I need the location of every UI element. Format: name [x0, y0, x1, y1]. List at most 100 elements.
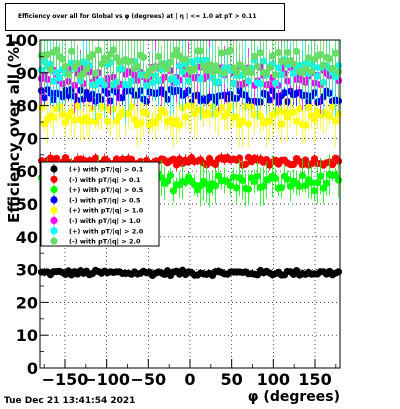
data-point	[331, 49, 340, 57]
legend-label: (-) with pT/|q| > 0.5	[69, 196, 141, 205]
data-point	[292, 117, 301, 125]
y-tick-label: 70	[16, 129, 38, 148]
data-point	[223, 109, 232, 117]
data-point	[172, 78, 181, 86]
data-point	[268, 52, 277, 60]
data-point	[274, 49, 283, 57]
data-point	[172, 46, 181, 54]
y-tick-label: 100	[5, 31, 38, 50]
data-point	[280, 58, 289, 66]
data-point	[202, 66, 211, 74]
data-point	[97, 60, 106, 68]
data-point	[49, 113, 58, 121]
data-point	[265, 64, 274, 72]
data-point	[214, 67, 223, 75]
data-point	[304, 54, 313, 62]
data-point	[295, 182, 304, 191]
data-point	[181, 55, 190, 64]
data-point	[202, 161, 211, 169]
data-point	[91, 154, 100, 162]
data-point	[310, 115, 319, 123]
data-point	[289, 160, 298, 169]
data-point	[289, 60, 298, 68]
data-point	[73, 102, 82, 110]
legend-label: (+) with pT/|q| > 0.5	[69, 186, 144, 195]
data-point	[232, 68, 241, 76]
data-point	[289, 108, 298, 116]
data-point	[94, 112, 103, 120]
series-group	[37, 266, 343, 280]
x-tick-label: 150	[298, 370, 331, 389]
data-point	[328, 161, 337, 169]
legend-label: (-) with pT/|q| > 2.0	[69, 238, 141, 247]
legend-label: (+) with pT/|q| > 0.1	[69, 166, 144, 175]
data-point	[247, 68, 256, 77]
data-point	[232, 184, 241, 192]
data-point	[301, 65, 310, 73]
y-tick-label: 40	[16, 228, 38, 247]
data-point	[154, 52, 163, 61]
data-point	[319, 61, 328, 69]
data-point	[334, 268, 343, 276]
data-point	[277, 120, 286, 128]
y-tick-label: 20	[16, 293, 38, 312]
data-point	[238, 176, 247, 185]
data-point	[244, 185, 253, 193]
data-point	[61, 62, 70, 70]
data-point	[109, 46, 118, 54]
data-point	[40, 94, 49, 102]
data-point	[262, 155, 271, 164]
data-point	[52, 154, 61, 162]
data-point	[91, 69, 100, 77]
data-point	[274, 107, 283, 115]
data-point	[169, 187, 178, 195]
data-point	[151, 119, 160, 127]
data-point	[217, 104, 226, 112]
data-point	[118, 94, 127, 102]
data-point	[142, 109, 151, 117]
data-point	[253, 62, 262, 71]
data-point	[313, 179, 322, 187]
data-point	[217, 49, 226, 57]
data-point	[283, 48, 292, 57]
data-point	[181, 113, 190, 121]
data-point	[67, 108, 76, 116]
data-point	[256, 49, 265, 57]
x-tick-label: −100	[83, 370, 130, 389]
data-point	[208, 68, 217, 76]
data-point	[67, 47, 76, 55]
data-point	[301, 156, 310, 164]
axis-ticks: 0 10 20 30 40 50 60 70 80 90 100 −150−100 −50 0 50 100 1…	[5, 31, 337, 389]
data-point	[49, 77, 58, 85]
data-point	[154, 113, 163, 121]
data-point	[82, 65, 91, 73]
data-point	[88, 51, 97, 59]
x-axis-label: φ (degrees)	[248, 389, 340, 405]
data-point	[211, 160, 220, 169]
data-point	[328, 64, 337, 73]
data-point	[325, 112, 334, 120]
data-point	[163, 177, 172, 185]
data-point	[139, 53, 148, 61]
data-point	[163, 65, 172, 73]
x-tick-label: −150	[42, 370, 89, 389]
data-point	[226, 182, 235, 190]
data-point	[43, 50, 52, 59]
data-point	[157, 174, 166, 182]
data-point	[241, 160, 250, 168]
x-tick-label: 50	[221, 370, 243, 389]
data-point	[226, 46, 235, 54]
y-axis-label: Efficiency over all (%)	[5, 40, 23, 223]
legend: (+) with pT/|q| > 0.1 (-) with pT/|q| > 0…	[40, 161, 160, 247]
data-point	[133, 62, 142, 70]
data-point	[307, 67, 316, 76]
data-point	[256, 112, 265, 120]
data-point	[103, 117, 112, 126]
data-point	[274, 64, 283, 72]
data-point	[328, 103, 337, 111]
y-tick-label: 80	[16, 97, 38, 116]
data-point	[205, 61, 214, 69]
data-point	[304, 103, 313, 111]
data-point	[316, 50, 325, 59]
